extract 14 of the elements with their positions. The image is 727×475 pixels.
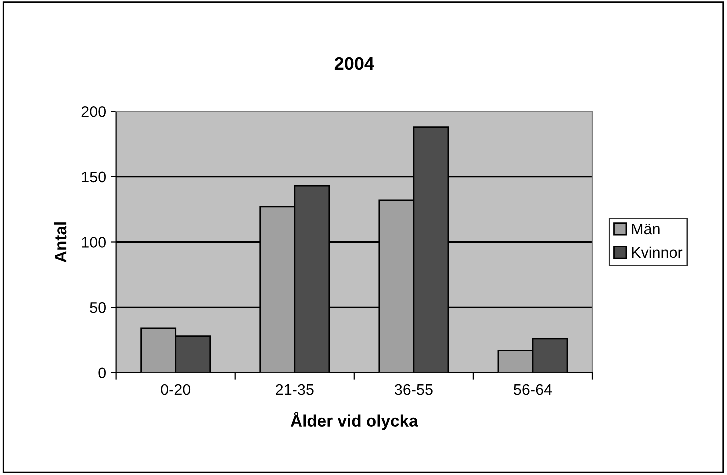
x-tick-label: 21-35	[276, 384, 314, 396]
y-tick-label: 0	[98, 368, 106, 379]
legend-label: Män	[632, 224, 660, 235]
x-tick-label: 56-64	[514, 384, 552, 396]
x-tick-label: 0-20	[161, 384, 191, 396]
y-axis-title: Antal	[54, 222, 67, 263]
legend-label: Kvinnor	[632, 246, 683, 258]
y-tick-label: 100	[82, 237, 106, 248]
y-tick-label: 200	[82, 106, 106, 118]
y-tick-label: 50	[90, 302, 106, 314]
x-axis-title: Ålder vid olycka	[290, 412, 418, 430]
y-tick-label: 150	[82, 172, 106, 183]
x-tick-label: 36-55	[394, 384, 433, 396]
chart-title: 2004	[334, 57, 374, 70]
